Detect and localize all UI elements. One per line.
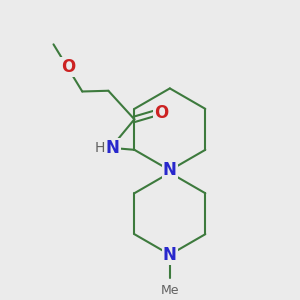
Text: O: O <box>61 58 75 76</box>
Text: N: N <box>163 161 177 179</box>
Text: N: N <box>163 246 177 264</box>
Text: O: O <box>154 104 168 122</box>
Text: H: H <box>95 141 105 155</box>
Text: Me: Me <box>160 284 179 297</box>
Text: N: N <box>106 139 120 157</box>
